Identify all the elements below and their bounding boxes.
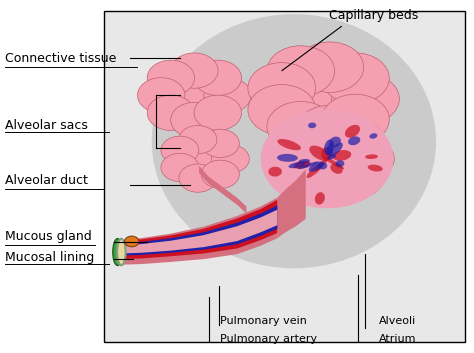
Circle shape bbox=[248, 85, 316, 135]
Circle shape bbox=[201, 129, 239, 157]
Circle shape bbox=[171, 53, 218, 88]
Ellipse shape bbox=[152, 14, 436, 268]
Ellipse shape bbox=[315, 192, 325, 205]
Circle shape bbox=[306, 167, 358, 205]
Circle shape bbox=[194, 95, 241, 130]
Ellipse shape bbox=[324, 157, 344, 169]
Circle shape bbox=[147, 95, 195, 130]
Circle shape bbox=[306, 112, 358, 151]
Text: Mucosal lining: Mucosal lining bbox=[5, 251, 94, 264]
Circle shape bbox=[179, 125, 217, 154]
Ellipse shape bbox=[307, 163, 323, 178]
Ellipse shape bbox=[277, 139, 301, 150]
FancyBboxPatch shape bbox=[104, 11, 465, 342]
Circle shape bbox=[321, 53, 389, 103]
Circle shape bbox=[296, 42, 364, 92]
Ellipse shape bbox=[368, 164, 383, 172]
PathPatch shape bbox=[121, 200, 277, 259]
Ellipse shape bbox=[310, 145, 330, 161]
Ellipse shape bbox=[369, 133, 377, 139]
Ellipse shape bbox=[318, 162, 327, 169]
Circle shape bbox=[269, 139, 321, 178]
Ellipse shape bbox=[117, 239, 126, 265]
Circle shape bbox=[204, 78, 251, 113]
Ellipse shape bbox=[328, 143, 343, 156]
Circle shape bbox=[125, 236, 139, 247]
Circle shape bbox=[137, 78, 185, 113]
Circle shape bbox=[280, 120, 332, 159]
Text: Pulmonary vein: Pulmonary vein bbox=[220, 316, 307, 326]
Circle shape bbox=[171, 102, 218, 138]
Text: Alveolar duct: Alveolar duct bbox=[5, 174, 88, 186]
Ellipse shape bbox=[309, 161, 323, 172]
Circle shape bbox=[211, 145, 249, 173]
Circle shape bbox=[280, 158, 332, 197]
Circle shape bbox=[296, 105, 364, 156]
PathPatch shape bbox=[199, 166, 246, 214]
Text: Alveolar sacs: Alveolar sacs bbox=[5, 119, 88, 132]
Ellipse shape bbox=[295, 161, 310, 168]
Circle shape bbox=[201, 160, 239, 189]
Ellipse shape bbox=[348, 136, 360, 145]
Circle shape bbox=[331, 74, 399, 124]
Circle shape bbox=[161, 153, 199, 181]
Text: Capillary beds: Capillary beds bbox=[329, 10, 419, 22]
Circle shape bbox=[267, 46, 335, 96]
Circle shape bbox=[261, 109, 393, 208]
Ellipse shape bbox=[289, 162, 305, 168]
Text: Mucous gland: Mucous gland bbox=[5, 230, 91, 243]
Circle shape bbox=[179, 164, 217, 192]
Circle shape bbox=[147, 60, 242, 131]
Circle shape bbox=[161, 136, 199, 164]
Circle shape bbox=[267, 101, 335, 152]
Circle shape bbox=[321, 94, 389, 145]
Ellipse shape bbox=[332, 150, 351, 161]
Circle shape bbox=[331, 120, 383, 159]
Ellipse shape bbox=[336, 160, 345, 167]
PathPatch shape bbox=[121, 205, 277, 256]
Circle shape bbox=[248, 62, 316, 113]
Ellipse shape bbox=[277, 154, 298, 162]
Circle shape bbox=[261, 53, 384, 145]
Ellipse shape bbox=[308, 122, 316, 128]
PathPatch shape bbox=[121, 210, 277, 253]
PathPatch shape bbox=[277, 169, 306, 238]
Ellipse shape bbox=[321, 147, 333, 161]
Ellipse shape bbox=[324, 139, 334, 155]
Ellipse shape bbox=[298, 159, 310, 163]
Ellipse shape bbox=[329, 137, 341, 147]
Circle shape bbox=[280, 120, 384, 198]
Ellipse shape bbox=[327, 154, 336, 160]
Ellipse shape bbox=[113, 239, 122, 265]
Circle shape bbox=[166, 131, 242, 187]
Text: Pulmonary artery: Pulmonary artery bbox=[220, 334, 318, 344]
Circle shape bbox=[342, 139, 394, 178]
Ellipse shape bbox=[268, 167, 282, 176]
Circle shape bbox=[147, 60, 195, 96]
Circle shape bbox=[331, 158, 383, 197]
Ellipse shape bbox=[330, 163, 343, 174]
Ellipse shape bbox=[326, 144, 333, 155]
Text: Connective tissue: Connective tissue bbox=[5, 52, 116, 65]
Text: Alveoli: Alveoli bbox=[379, 316, 417, 326]
Ellipse shape bbox=[298, 162, 319, 169]
Circle shape bbox=[194, 60, 241, 96]
Ellipse shape bbox=[315, 158, 328, 171]
Ellipse shape bbox=[345, 125, 360, 138]
Text: Atrium: Atrium bbox=[379, 334, 417, 344]
Ellipse shape bbox=[365, 154, 378, 159]
Ellipse shape bbox=[293, 161, 310, 169]
PathPatch shape bbox=[121, 198, 277, 265]
